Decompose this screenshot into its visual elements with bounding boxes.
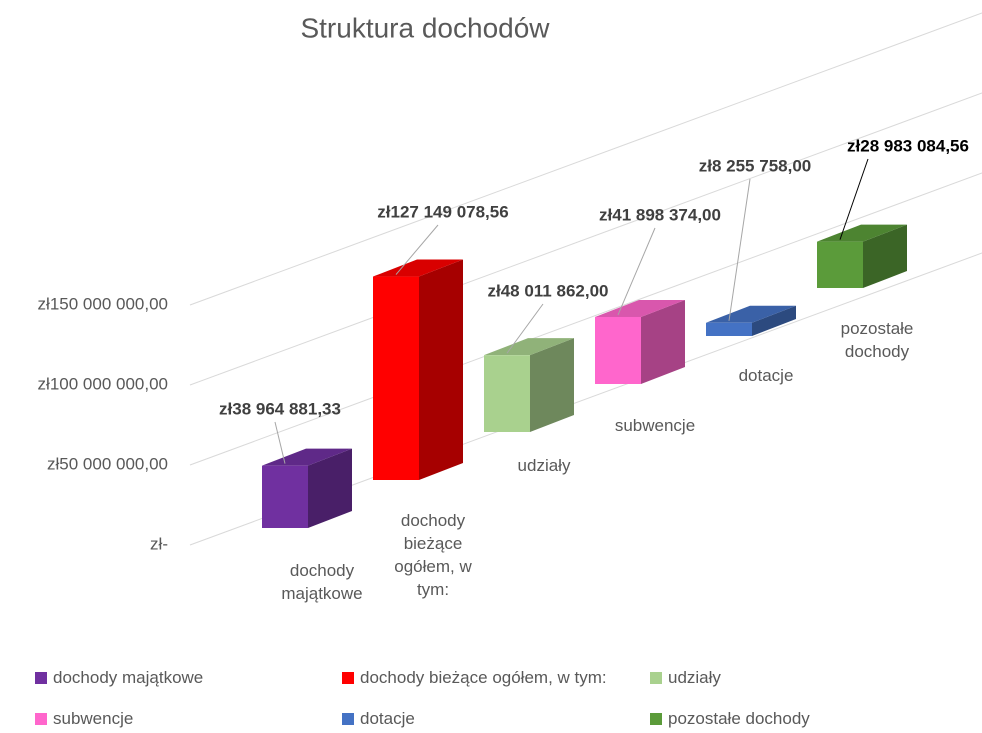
bar-side [641,299,685,384]
leader-line [395,224,439,275]
y-tick-label: zł100 000 000,00 [38,374,168,393]
legend-item: pozostałe dochody [650,709,810,729]
leader-line [506,303,544,354]
x-tick-label: udziały [517,456,571,475]
value-label: zł48 011 862,00 [487,281,608,300]
value-label: zł127 149 078,56 [377,202,508,221]
bar-side [308,448,352,528]
legend-swatch [35,672,47,684]
legend-swatch [342,713,354,725]
grid-line [189,92,982,386]
legend-label: dochody bieżące ogółem, w tym: [360,668,607,687]
grid-line [189,172,982,466]
legend-item: subwencje [35,709,133,729]
legend-swatch [650,672,662,684]
bar-front [817,241,863,288]
bar [373,259,463,480]
bar-front [595,316,641,384]
value-label: zł8 255 758,00 [699,156,811,175]
bar-front [706,322,752,336]
legend-label: dotacje [360,709,415,728]
bar [817,224,907,288]
value-label: zł41 898 374,00 [599,205,721,224]
bar [484,338,574,432]
bar-front [373,276,419,480]
bar [706,305,796,336]
legend-item: dochody majątkowe [35,668,203,688]
leader-line [274,421,286,464]
x-tick-label: subwencje [614,416,696,435]
bar-top [706,305,796,323]
bar-side [530,338,574,432]
bar [262,448,352,528]
bar-side [863,224,907,288]
legend-label: udziały [668,668,721,687]
legend-swatch [650,713,662,725]
legend-label: pozostałe dochody [668,709,810,728]
legend-item: udziały [650,668,721,688]
legend-label: dochody majątkowe [53,668,204,687]
leader-line [728,178,751,321]
leader-line [839,158,869,240]
y-tick-label: zł150 000 000,00 [38,294,168,313]
bar-side [419,259,463,480]
bar [595,299,685,384]
bar-side [752,305,796,336]
legend-label: subwencje [53,709,134,728]
legend-item: dotacje [342,709,415,729]
legend-item: dochody bieżące ogółem, w tym: [342,668,607,688]
x-tick-label: dochody majątkowe [281,561,363,603]
x-tick-label: dochody bieżące ogółem, w tym: [394,511,472,599]
bar-top [817,224,907,242]
legend-swatch [35,713,47,725]
x-tick-label: pozostałe dochody [840,319,914,361]
y-tick-label: zł50 000 000,00 [47,454,168,473]
chart-title: Struktura dochodów [300,12,550,43]
grid-line [189,12,982,306]
bar-front [484,355,530,432]
value-label: zł28 983 084,56 [847,136,969,155]
value-label: zł38 964 881,33 [219,399,341,418]
y-tick-label: zł- [150,534,168,553]
bar-top [595,299,685,317]
bar-top [373,259,463,277]
bar-front [262,465,308,528]
x-tick-label: dotacje [738,366,794,385]
legend-swatch [342,672,354,684]
leader-line [617,227,656,316]
bar-top [484,338,574,356]
